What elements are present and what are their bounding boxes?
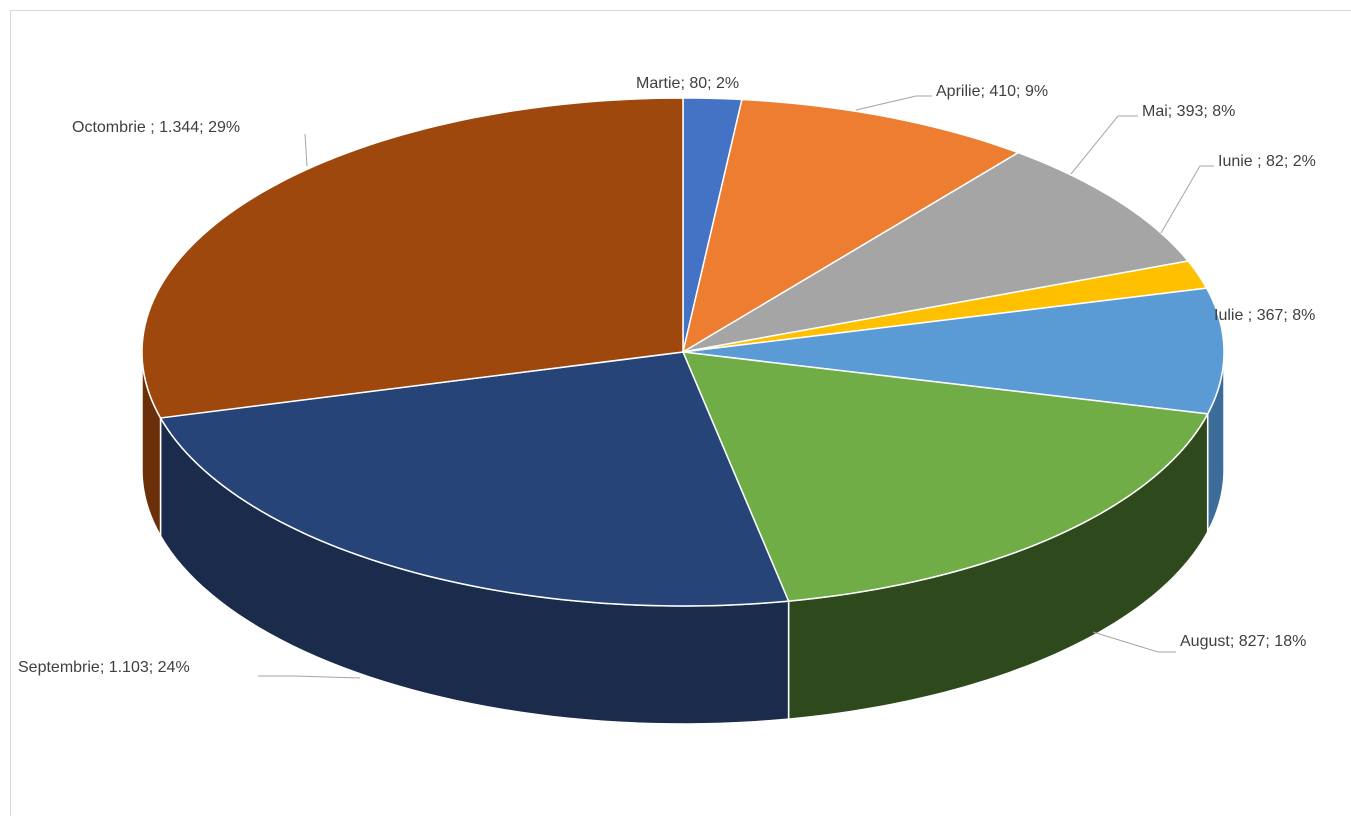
pie-slice-mai <box>682 151 1189 353</box>
pie-slice-iulie <box>682 287 1225 415</box>
pie-slice-septembrie <box>159 351 790 607</box>
pie-slices <box>141 97 1225 607</box>
data-label-iunie: Iunie ; 82; 2% <box>1218 153 1316 170</box>
leader-line-august <box>1092 631 1176 653</box>
leader-line-octombrie <box>304 133 308 167</box>
pie-slice-iunie <box>682 260 1208 353</box>
leader-line-iunie <box>1160 165 1214 234</box>
leader-line-aprilie <box>855 95 932 111</box>
leader-line-septembrie <box>258 675 361 679</box>
pie-slice-august <box>682 351 1209 602</box>
data-labels: Martie; 80; 2% Aprilie; 410; 9% Mai; 393; … <box>18 75 1316 679</box>
data-label-aprilie: Aprilie; 410; 9% <box>936 83 1048 100</box>
pie-slice-aprilie <box>682 98 1020 353</box>
data-label-august: August; 827; 18% <box>1180 633 1306 650</box>
data-label-iulie: Iulie ; 367; 8% <box>1214 307 1315 324</box>
data-label-martie: Martie; 80; 2% <box>636 75 739 92</box>
data-label-mai: Mai; 393; 8% <box>1142 103 1235 120</box>
pie-slice-octombrie <box>141 97 684 419</box>
data-label-septembrie: Septembrie; 1.103; 24% <box>18 659 190 676</box>
leader-line-mai <box>1070 115 1138 175</box>
data-label-octombrie: Octombrie ; 1.344; 29% <box>72 119 240 136</box>
